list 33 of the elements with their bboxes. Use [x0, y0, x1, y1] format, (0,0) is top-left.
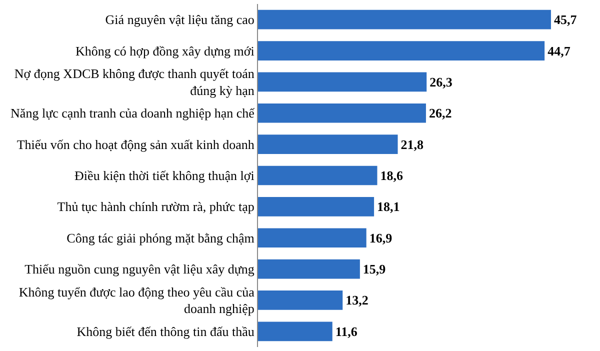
y-tick-label: Nợ đọng XDCB không được thanh quyết toán đúng kỳ hạn [14, 66, 255, 98]
y-tick-label: Thiếu vốn cho hoạt động sản xuất kinh doanh [16, 136, 255, 152]
data-label: 45,7 [554, 12, 578, 28]
data-label: 15,9 [362, 262, 386, 277]
bar [258, 322, 332, 342]
data-label: 26,3 [430, 74, 453, 90]
data-label: 16,9 [369, 230, 393, 246]
data-label: 18,1 [377, 199, 400, 214]
bar [258, 72, 427, 92]
data-label: 18,6 [380, 168, 404, 183]
y-tick-label: Không biết đến thông tin đấu thầu [76, 324, 255, 339]
data-label: 26,2 [428, 106, 452, 121]
bar [258, 134, 398, 154]
data-label: 44,7 [548, 43, 571, 58]
bar [258, 197, 374, 216]
y-tick-label: Không tuyển được lao động theo yêu cầu của doanh nghiệp [18, 284, 255, 316]
y-tick-label: Thủ tục hành chính rườm rà, phức tạp [57, 199, 254, 214]
bar [258, 166, 378, 186]
data-label: 11,6 [335, 324, 358, 339]
bar [258, 41, 545, 60]
data-label: 21,8 [400, 136, 424, 152]
bar [258, 228, 366, 248]
y-tick-label: Thiếu nguồn cung nguyên vật liệu xây dựng [24, 262, 255, 277]
y-tick-label: Năng lực cạnh tranh của doanh nghiệp hạn chế [10, 106, 256, 121]
data-label: 13,2 [346, 292, 368, 308]
y-tick-label: Công tác giải phóng mặt bằng chậm [66, 230, 254, 246]
y-tick-label: Không có hợp đồng xây dựng mới [75, 43, 255, 58]
bar [258, 259, 360, 279]
bar [258, 290, 343, 310]
bar [258, 103, 426, 123]
bar [258, 10, 551, 30]
y-tick-label: Điều kiện thời tiết không thuận lợi [74, 168, 255, 184]
y-tick-label: Giá nguyên vật liệu tăng cao [105, 12, 254, 28]
